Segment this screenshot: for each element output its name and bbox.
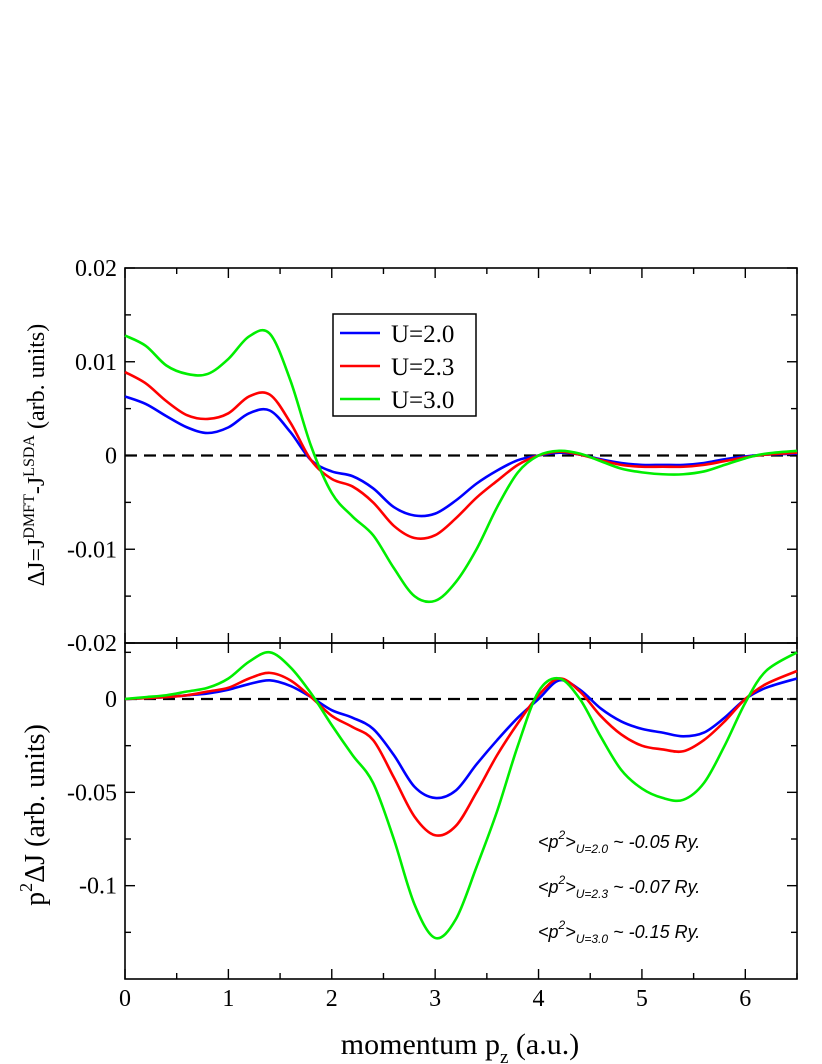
bottom-panel: -0.1 -0.05 0 0 1 2 3 4 5 6 [67, 642, 798, 1012]
bottom-y-tick-label: -0.1 [79, 874, 117, 900]
top-series-u30 [124, 328, 798, 604]
x-tick-label: 5 [636, 986, 648, 1012]
annotation-u23: <p2>U=2.3 ~ -0.07 Ry. [538, 873, 700, 901]
top-y-axis-label: ΔJ=JDMFT-JLSDA (arb. units) [21, 324, 50, 587]
bottom-y-axis-label: p2ΔJ (arb. units) [16, 724, 51, 906]
legend-label-u23: U=2.3 [391, 354, 454, 381]
top-y-tick-label: 0 [105, 444, 117, 470]
top-y-tick-label: 0.02 [75, 256, 117, 282]
legend-label-u30: U=3.0 [391, 387, 454, 414]
legend: U=2.0 U=2.3 U=3.0 [332, 313, 477, 417]
legend-label-u20: U=2.0 [391, 321, 454, 348]
top-series-u20 [124, 395, 798, 518]
top-y-tick-label: -0.01 [67, 537, 117, 563]
bottom-plot-frame [124, 642, 798, 980]
x-tick-label: 2 [326, 986, 338, 1012]
bottom-y-tick-label: 0 [105, 687, 117, 713]
annotations: <p2>U=2.0 ~ -0.05 Ry. <p2>U=2.3 ~ -0.07 … [538, 828, 700, 946]
bottom-series-u20 [124, 677, 798, 800]
x-tick-label: 0 [119, 986, 131, 1012]
x-tick-label: 3 [429, 986, 441, 1012]
top-y-tick-label: 0.01 [75, 350, 117, 376]
x-axis-label: momentum pz (a.u.) [341, 1028, 579, 1064]
annotation-u30: <p2>U=3.0 ~ -0.15 Ry. [538, 918, 700, 946]
annotation-u20: <p2>U=2.0 ~ -0.05 Ry. [538, 828, 700, 856]
top-y-tick-label: -0.02 [67, 631, 117, 657]
x-tick-label: 4 [533, 986, 545, 1012]
top-series-u23 [124, 370, 798, 540]
x-tick-label: 1 [222, 986, 234, 1012]
bottom-series-u30 [124, 650, 798, 940]
bottom-series-u23 [124, 669, 798, 837]
x-tick-label: 6 [739, 986, 751, 1012]
bottom-y-tick-label: -0.05 [67, 780, 117, 806]
